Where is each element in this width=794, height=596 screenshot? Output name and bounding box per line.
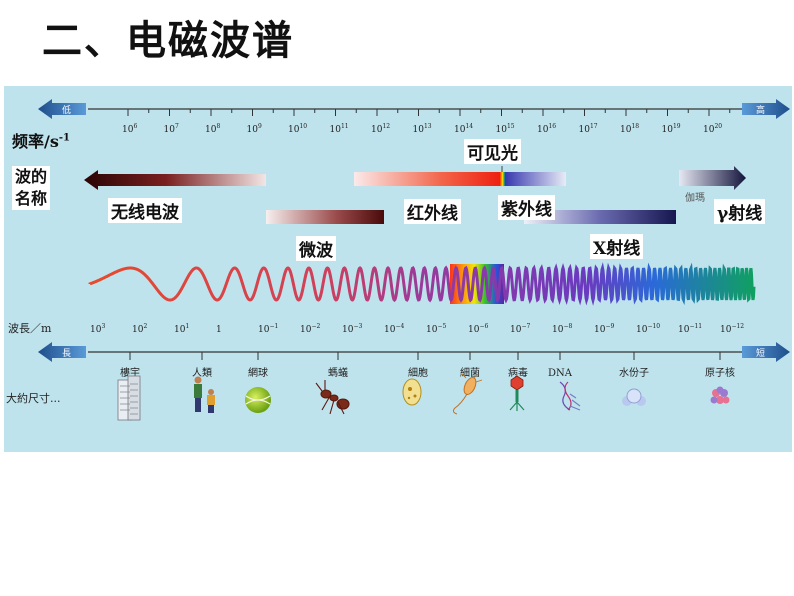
wavelength-tick-label: 10−1 <box>258 323 278 335</box>
frequency-tick-label: 1015 <box>496 123 515 135</box>
wavelength-tick-label: 10−3 <box>342 323 362 335</box>
gamma-band-arrow <box>679 166 746 190</box>
object-label: 網球 <box>248 366 268 379</box>
size-label: 大約尺寸... <box>6 391 61 405</box>
frequency-axis-label: 频率/s-1 <box>12 128 70 152</box>
object-label: 細胞 <box>408 366 428 379</box>
wavelength-tick-label: 10−12 <box>720 323 744 335</box>
frequency-tick-label: 107 <box>164 123 179 135</box>
wavelength-tick-label: 10−8 <box>552 323 572 335</box>
microwave-label: 微波 <box>296 236 336 261</box>
frequency-tick-label: 1020 <box>703 123 722 135</box>
object-label: 病毒 <box>508 366 528 379</box>
object-label: 細菌 <box>460 366 480 379</box>
object-label: DNA <box>548 368 573 379</box>
gamma-small-label: 伽瑪 <box>685 191 705 204</box>
page-title: 二、电磁波谱 <box>42 18 294 64</box>
wavelength-tick-label: 102 <box>132 323 147 335</box>
xray-band <box>524 210 676 224</box>
frequency-tick-label: 109 <box>247 123 262 135</box>
microwave-band <box>266 210 384 224</box>
wavelength-axis: 波長／m 103 102 101 1 10−1 10−2 10−3 10−4 10−5 10−6 1… <box>8 322 790 379</box>
wavelength-tick-label: 1 <box>216 325 222 335</box>
frequency-tick-label: 1011 <box>330 123 349 135</box>
frequency-tick-label: 108 <box>205 123 220 135</box>
atomic-nucleus-icon <box>710 386 730 404</box>
tennis-ball-icon <box>245 387 271 413</box>
object-label: 人類 <box>192 367 212 379</box>
gamma-ray-label: γ射线 <box>714 199 766 224</box>
frequency-tick-label: 1018 <box>620 123 639 135</box>
frequency-tick-label: 1017 <box>579 123 598 135</box>
infrared-band <box>354 172 500 186</box>
frequency-tick-label: 106 <box>122 123 137 135</box>
short-arrow <box>742 342 790 362</box>
wavelength-tick-label: 10−5 <box>426 323 446 335</box>
size-icons: 大約尺寸... <box>6 373 730 421</box>
frequency-axis-label-exp: -1 <box>58 132 70 144</box>
wavelength-tick-label: 10−10 <box>636 323 660 335</box>
cell-icon <box>402 378 422 406</box>
low-arrow <box>38 99 86 119</box>
wavelength-tick-label: 10−7 <box>510 323 530 335</box>
frequency-high-label: 高 <box>756 104 765 116</box>
bacteria-icon <box>452 373 483 415</box>
band-name-label: 波的 名称 <box>12 166 51 210</box>
people-icon <box>194 376 215 413</box>
ant-icon <box>315 380 350 415</box>
ultraviolet-label: 紫外线 <box>498 195 555 220</box>
object-label: 原子核 <box>705 366 735 379</box>
wavelength-axis-label: 波長／m <box>8 322 52 335</box>
wavelength-tick-label: 10−11 <box>678 323 702 335</box>
wavelength-tick-label: 10−4 <box>384 323 404 335</box>
wavelength-tick-label: 10−2 <box>300 323 320 335</box>
high-arrow <box>742 99 790 119</box>
frequency-axis: 低 高 106 107 108 109 1010 1011 1012 1013 1014 1015… <box>38 99 790 135</box>
band-bars: 伽瑪 <box>84 166 746 224</box>
virus-icon <box>509 375 525 411</box>
water-molecule-icon <box>622 388 646 406</box>
frequency-tick-label: 1012 <box>371 123 390 135</box>
spectrum-diagram: 低 高 106 107 108 109 1010 1011 1012 1013 1014 1015… <box>6 99 790 421</box>
visible-light-label: 可见光 <box>464 139 521 164</box>
wave <box>88 262 756 306</box>
frequency-tick-label: 1019 <box>662 123 681 135</box>
object-label: 螞蟻 <box>328 366 348 379</box>
infrared-label: 红外线 <box>404 199 461 224</box>
frequency-axis-label-text: 频率/s <box>12 132 59 151</box>
visible-band <box>500 172 506 186</box>
frequency-tick-label: 1014 <box>454 123 473 135</box>
object-label: 水份子 <box>619 367 649 379</box>
frequency-low-label: 低 <box>62 104 71 116</box>
dna-icon <box>559 381 581 411</box>
wavelength-tick-label: 10−9 <box>594 323 614 335</box>
radio-wave-label: 无线电波 <box>108 198 182 223</box>
band-name-label-line1: 波的 <box>15 167 48 186</box>
radio-band-arrow <box>84 170 266 190</box>
wavelength-long-label: 長 <box>62 348 71 359</box>
building-icon <box>117 375 141 421</box>
ultraviolet-band <box>506 172 566 186</box>
wavelength-short-label: 短 <box>756 347 765 359</box>
spectrum-panel: 低 高 106 107 108 109 1010 1011 1012 1013 1014 1015… <box>4 86 792 452</box>
frequency-tick-label: 1016 <box>537 123 556 135</box>
frequency-tick-label: 1010 <box>288 123 307 135</box>
xray-label: X射线 <box>590 234 644 259</box>
wavelength-tick-label: 10−6 <box>468 323 488 335</box>
frequency-tick-label: 1013 <box>413 123 432 135</box>
wave-curve <box>88 262 756 306</box>
wavelength-tick-label: 101 <box>174 323 189 335</box>
long-arrow <box>38 342 86 362</box>
wavelength-tick-label: 103 <box>90 323 105 335</box>
band-name-label-line2: 名称 <box>15 189 48 208</box>
